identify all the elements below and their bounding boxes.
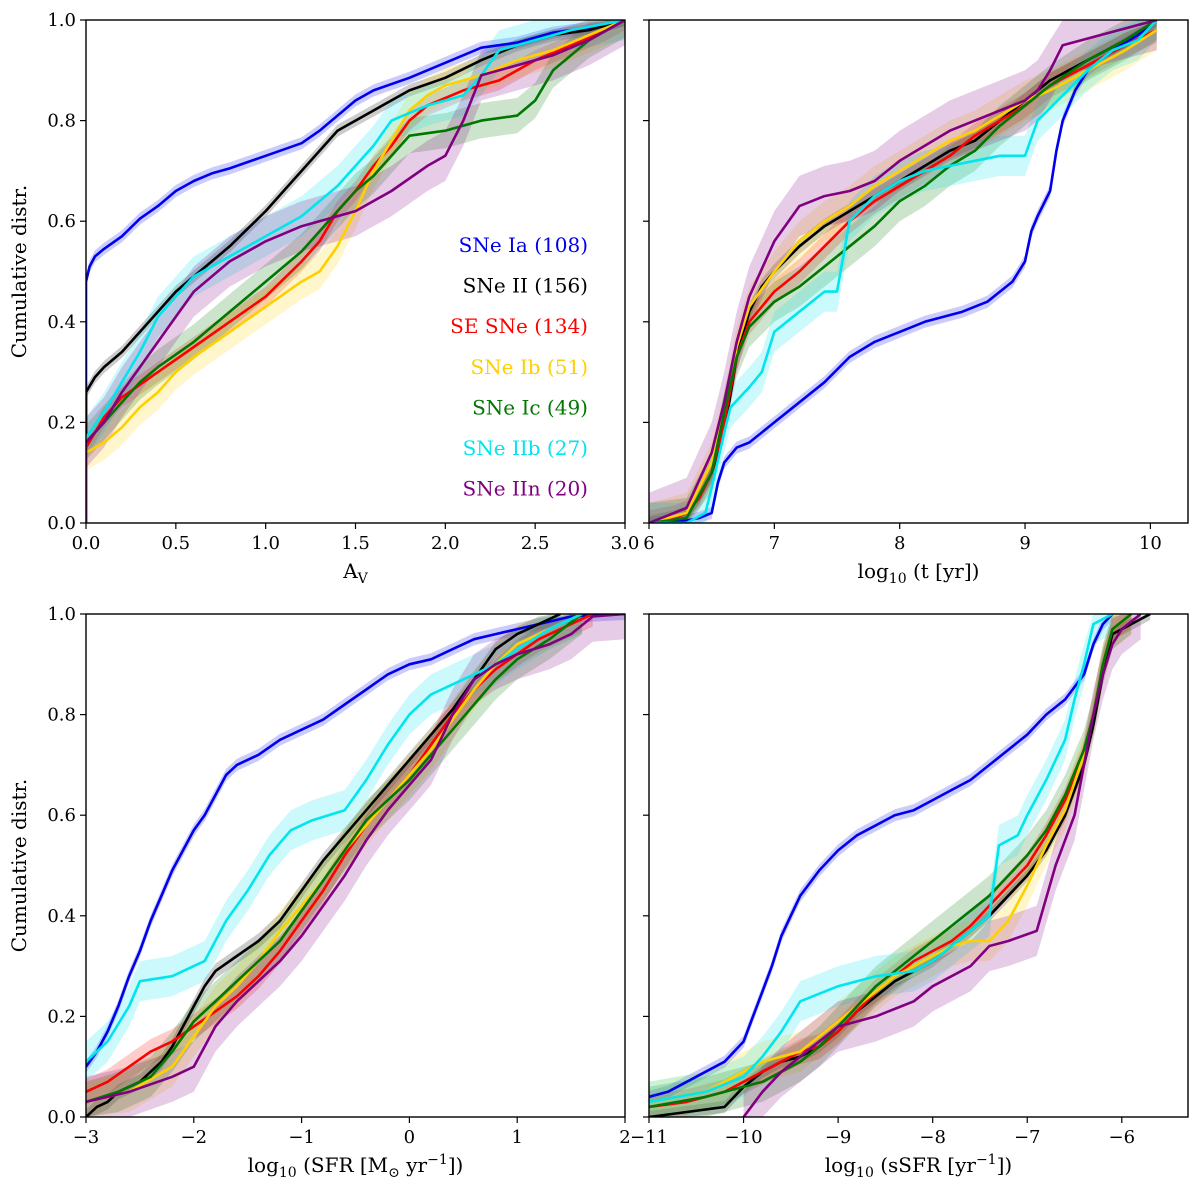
series-line-sne-iin (86, 614, 625, 1104)
x-tick-label: 2 (619, 1127, 630, 1148)
x-axis-label: log10 (t [yr]) (858, 559, 980, 587)
panel-stellar-age: 6 7 8 9 10 log10 (t [yr]) (643, 19, 1189, 587)
panel-ssfr: −11 −10 −9 −8 −7 −6 log10 (sSFR [yr−1]) (630, 613, 1189, 1181)
band-sne-ib (649, 20, 1157, 523)
series-line-sne-ib (649, 29, 1158, 523)
y-tick-label: 1.0 (47, 604, 76, 625)
x-tick-label: 2.5 (521, 533, 550, 554)
y-tick-label: 0.0 (47, 513, 76, 534)
x-tick-label: 0.0 (72, 533, 101, 554)
x-axis-label: AV (342, 559, 368, 587)
y-tick-label: 0.2 (47, 412, 76, 433)
x-tick-label: 8 (894, 533, 905, 554)
band-sne-ii (86, 614, 561, 1117)
x-tick-label: −10 (725, 1127, 763, 1148)
x-tick-label: 0.5 (162, 533, 191, 554)
series-line-sne-iin (86, 20, 625, 523)
series-line-sne-ic (86, 614, 583, 1104)
series-line-sne-iib (86, 20, 625, 523)
x-tick-label: 6 (643, 533, 654, 554)
series-line-sne-ia (86, 20, 625, 523)
x-tick-label: 10 (1139, 533, 1162, 554)
axes-frame (85, 613, 626, 1118)
series-line-sne-iib (86, 614, 583, 1063)
band-sne-ic (86, 20, 625, 523)
series-line-sne-ia (649, 20, 1158, 523)
x-tick-label: −9 (825, 1127, 852, 1148)
y-tick-label: 0.6 (47, 805, 76, 826)
legend-entry: SNe Ic (49) (472, 395, 588, 419)
y-tick-label: 0.4 (47, 312, 76, 333)
series-line-sne-ic (86, 20, 625, 523)
legend-entry: SNe IIb (27) (463, 436, 588, 460)
y-tick-label: 1.0 (47, 10, 76, 31)
series-line-sne-ia (86, 614, 625, 1068)
band-sne-ia (649, 614, 1113, 1103)
x-tick-label: −1 (288, 1127, 315, 1148)
axes-frame (648, 613, 1189, 1118)
band-sne-ic (649, 20, 1157, 523)
y-tick-label: 0.4 (47, 906, 76, 927)
x-tick-label: 2.0 (431, 533, 460, 554)
legend-entry: SNe Ia (108) (459, 233, 588, 257)
plot-area (86, 614, 625, 1117)
series-line-sne-iin (742, 614, 1142, 1117)
series-line-sne-iin (649, 20, 1158, 523)
panel-extinction-av: 0.0 0.5 1.0 1.5 2.0 2.5 3.0 0.0 0.2 0.4 0.6 0.8 1.0 C… (7, 10, 639, 587)
y-tick-label: 0.8 (47, 111, 76, 132)
x-tick-label: −7 (1014, 1127, 1041, 1148)
plot-area (649, 20, 1158, 523)
plot-area (86, 20, 625, 523)
legend-entry: SNe Ib (51) (470, 355, 588, 379)
series-line-se-sne (86, 614, 594, 1093)
panel-sfr: −3 −2 −1 0 1 2 0.0 0.2 0.4 0.6 0.8 1.0 Cumulative di… (7, 604, 631, 1181)
x-tick-label: 1 (511, 1127, 522, 1148)
x-tick-label: 0 (404, 1127, 415, 1148)
x-tick-label: −3 (73, 1127, 100, 1148)
x-axis-label: log10 (sSFR [yr−1]) (825, 1152, 1012, 1181)
legend-entry: SNe IIn (20) (463, 477, 589, 501)
series-line-sne-iib (649, 20, 1158, 523)
x-tick-label: 9 (1019, 533, 1030, 554)
x-tick-label: −2 (181, 1127, 208, 1148)
x-axis-label: log10 (SFR [M⊙ yr−1]) (248, 1152, 464, 1181)
series-line-sne-ib (649, 614, 1133, 1104)
y-tick-label: 0.2 (47, 1006, 76, 1027)
series-line-sne-ii (86, 20, 625, 523)
series-line-sne-ia (649, 614, 1114, 1099)
axes-frame (648, 19, 1189, 524)
y-tick-label: 0.8 (47, 705, 76, 726)
x-tick-label: 1.0 (251, 533, 280, 554)
legend-entry: SE SNe (134) (450, 314, 588, 338)
y-axis-label: Cumulative distr. (7, 185, 31, 359)
band-sne-iin (649, 20, 1157, 523)
band-sne-iin (86, 20, 625, 523)
y-axis-label: Cumulative distr. (7, 779, 31, 953)
plot-area (649, 614, 1151, 1117)
series-line-sne-iib (649, 614, 1114, 1104)
y-tick-label: 0.0 (47, 1107, 76, 1128)
y-tick-label: 0.6 (47, 211, 76, 232)
band-sne-iib (86, 614, 582, 1082)
band-sne-iib (649, 20, 1157, 523)
x-tick-label: −8 (919, 1127, 946, 1148)
x-tick-label: 3.0 (611, 533, 640, 554)
x-tick-label: −6 (1109, 1127, 1136, 1148)
x-tick-label: −11 (630, 1127, 668, 1148)
x-tick-label: 7 (769, 533, 780, 554)
x-tick-label: 1.5 (341, 533, 370, 554)
band-sne-iib (86, 20, 625, 523)
legend-entry: SNe II (156) (463, 274, 588, 298)
series-line-sne-ic (649, 20, 1158, 523)
series-line-se-sne (649, 28, 1158, 523)
band-sne-iin (86, 614, 625, 1117)
band-sne-iin (743, 614, 1141, 1117)
